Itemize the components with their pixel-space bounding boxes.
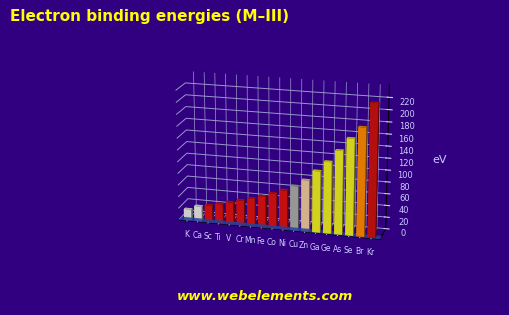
- Text: www.webelements.com: www.webelements.com: [177, 289, 353, 303]
- Text: Electron binding energies (M–III): Electron binding energies (M–III): [10, 9, 289, 25]
